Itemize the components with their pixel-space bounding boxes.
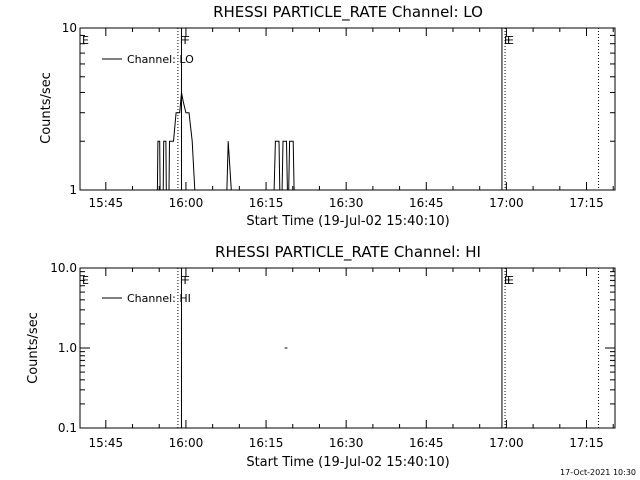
x-tick-label-hi: 15:45: [89, 436, 124, 450]
legend-label-hi: Channel: HI: [127, 292, 191, 305]
chart-title-hi: RHESSI PARTICLE_RATE Channel: HI: [215, 243, 481, 262]
event-marker-label-hi: E: [507, 274, 514, 287]
x-tick-label-hi: 17:00: [489, 436, 524, 450]
event-marker-label-hi: F: [183, 274, 189, 287]
legend-hi: Channel: HI: [102, 292, 191, 305]
chart-title-lo: RHESSI PARTICLE_RATE Channel: LO: [213, 3, 483, 22]
x-tick-label-lo: 16:30: [329, 196, 364, 210]
event-marker-label-lo: F: [183, 34, 189, 47]
x-axis-label-lo: Start Time (19-Jul-02 15:40:10): [246, 214, 449, 229]
x-tick-label-hi: 17:15: [569, 436, 604, 450]
x-tick-label-lo: 17:15: [569, 196, 604, 210]
event-marker-label-hi: E: [82, 274, 89, 287]
y-tick-label-hi: 0.1: [58, 421, 77, 435]
event-marker-label-lo: E: [82, 34, 89, 47]
x-tick-label-lo: 16:45: [409, 196, 444, 210]
y-tick-label-lo: 1: [69, 183, 77, 197]
y-tick-label-hi: 1.0: [58, 341, 77, 355]
legend-lo: Channel: LO: [102, 53, 194, 66]
x-tick-label-lo: 15:45: [89, 196, 124, 210]
event-marker-label-hi: E: [504, 274, 511, 287]
y-axis-label-lo: Counts/sec: [39, 72, 54, 144]
x-tick-label-hi: 16:00: [169, 436, 204, 450]
x-tick-label-hi: 16:15: [249, 436, 284, 450]
event-marker-label-lo: F: [180, 34, 186, 47]
x-tick-label-lo: 17:00: [489, 196, 524, 210]
x-axis-label-hi: Start Time (19-Jul-02 15:40:10): [246, 455, 449, 470]
chart-panel-hi: RHESSI PARTICLE_RATE Channel: HI Channel…: [26, 243, 616, 470]
x-tick-label-hi: 16:45: [409, 436, 444, 450]
x-tick-label-lo: 16:00: [169, 196, 204, 210]
y-tick-label-hi: 10.0: [50, 261, 77, 275]
x-tick-label-hi: 16:30: [329, 436, 364, 450]
data-series-lo: [156, 92, 295, 191]
event-marker-label-lo: E: [504, 34, 511, 47]
event-marker-label-hi: F: [180, 274, 186, 287]
footer-timestamp: 17-Oct-2021 10:30: [560, 468, 636, 477]
event-marker-label-lo: E: [507, 34, 514, 47]
legend-label-lo: Channel: LO: [127, 53, 194, 66]
x-tick-label-lo: 16:15: [249, 196, 284, 210]
y-axis-label-hi: Counts/sec: [26, 312, 41, 384]
y-tick-label-lo: 10: [62, 21, 77, 35]
chart-panel-lo: RHESSI PARTICLE_RATE Channel: LO Channel…: [39, 3, 616, 229]
